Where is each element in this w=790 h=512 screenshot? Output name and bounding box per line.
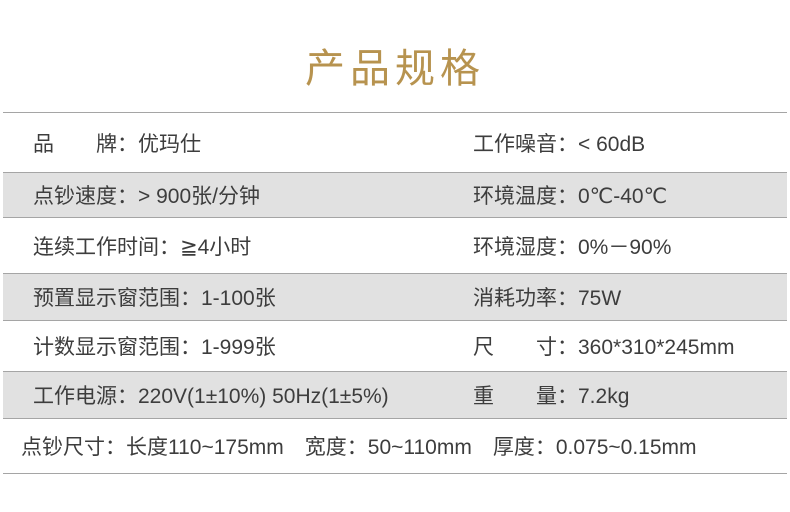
spec-cell-work-time: 连续工作时间：≧4小时 (33, 235, 252, 259)
spec-cell-count-speed: 点钞速度：> 900张/分钟 (33, 185, 260, 208)
spec-row-note-size: 点钞尺寸：长度110~175mm 宽度：50~110mm 厚度：0.075~0.… (3, 419, 787, 473)
spec-row-work-time: 连续工作时间：≧4小时 环境湿度：0%－90% (3, 218, 787, 273)
spec-cell-noise: 工作噪音：< 60dB (473, 132, 646, 156)
spec-cell-env-temp: 环境温度：0℃-40℃ (473, 185, 668, 208)
spec-table: 品 牌：优玛仕 工作噪音：< 60dB 点钞速度：> 900张/分钟 环境温度：… (3, 112, 787, 474)
spec-row-brand: 品 牌：优玛仕 工作噪音：< 60dB (3, 113, 787, 172)
spec-row-count-speed: 点钞速度：> 900张/分钟 环境温度：0℃-40℃ (3, 172, 787, 218)
spec-row-count-range: 计数显示窗范围：1-999张 尺 寸：360*310*245mm (3, 321, 787, 371)
spec-cell-weight: 重 量：7.2kg (473, 385, 630, 408)
spec-cell-dimensions: 尺 寸：360*310*245mm (473, 336, 735, 359)
spec-cell-brand: 品 牌：优玛仕 (33, 132, 201, 156)
spec-row-power-supply: 工作电源：220V(1±10%) 50Hz(1±5%) 重 量：7.2kg (3, 371, 787, 419)
spec-cell-count-range: 计数显示窗范围：1-999张 (33, 336, 276, 359)
spec-row-preset-range: 预置显示窗范围：1-100张 消耗功率：75W (3, 273, 787, 321)
spec-cell-power-supply: 工作电源：220V(1±10%) 50Hz(1±5%) (33, 385, 389, 408)
spec-cell-env-humidity: 环境湿度：0%－90% (473, 235, 672, 259)
page-header: 产品规格 (0, 0, 790, 112)
spec-cell-note-size: 点钞尺寸：长度110~175mm 宽度：50~110mm 厚度：0.075~0.… (21, 436, 697, 459)
spec-cell-power-usage: 消耗功率：75W (473, 287, 622, 310)
spec-cell-preset-range: 预置显示窗范围：1-100张 (33, 287, 276, 310)
page-title: 产品规格 (305, 47, 485, 91)
